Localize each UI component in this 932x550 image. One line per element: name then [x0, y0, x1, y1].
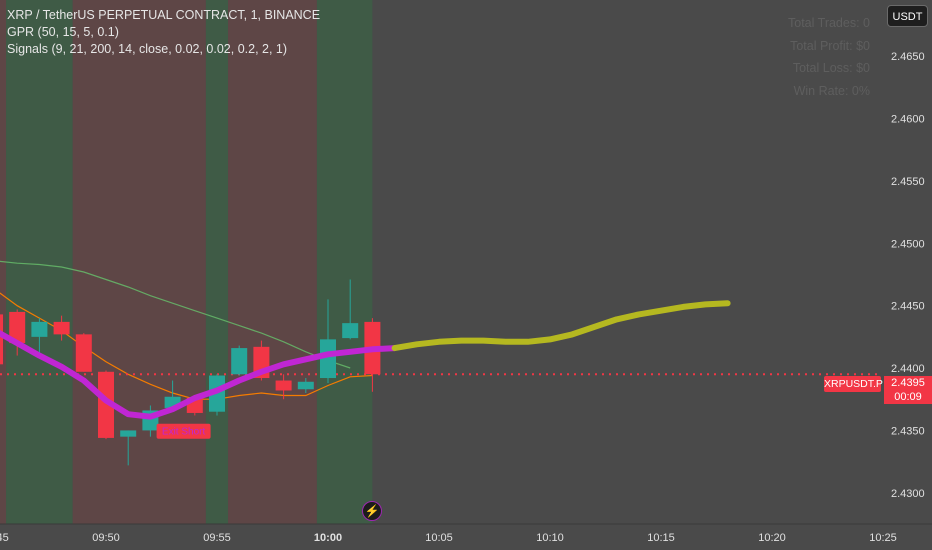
ema-slow-line — [0, 260, 351, 369]
time-tick-label: 10:00 — [314, 532, 342, 544]
zone-green — [6, 0, 73, 524]
trade-stats-panel: Total Trades: 0 Total Profit: $0 Total L… — [788, 12, 870, 102]
total-loss: Total Loss: $0 — [792, 61, 870, 75]
bear-candle[interactable] — [53, 321, 70, 335]
price-tick-label: 2.4450 — [891, 301, 925, 313]
total-trades: Total Trades: 0 — [788, 16, 870, 30]
time-tick-label: 10:10 — [536, 532, 564, 544]
zone-red — [228, 0, 317, 524]
signals-indicator-label[interactable]: Signals (9, 21, 200, 14, close, 0.02, 0.… — [7, 42, 288, 56]
bull-candle[interactable] — [297, 381, 314, 390]
price-tick-label: 2.4300 — [891, 488, 925, 500]
chart-legend: XRP / TetherUS PERPETUAL CONTRACT, 1, BI… — [7, 7, 320, 58]
total-profit: Total Profit: $0 — [790, 38, 870, 53]
time-tick-label: 10:25 — [869, 532, 897, 544]
gpr-fit-line — [0, 329, 398, 420]
price-tick-label: 2.4350 — [891, 425, 925, 437]
time-tick-label: 10:15 — [647, 532, 675, 544]
zone-red — [72, 0, 206, 524]
bull-candle[interactable] — [231, 348, 248, 375]
price-tick-label: 2.4500 — [891, 238, 925, 250]
bear-candle[interactable] — [275, 380, 292, 391]
zone-green — [205, 0, 229, 524]
lightning-icon[interactable]: ⚡ — [362, 501, 382, 521]
bull-candle[interactable] — [320, 339, 336, 379]
time-tick-label: 09:50 — [92, 532, 120, 544]
countdown-tag: 00:09 — [884, 390, 932, 404]
win-rate: Win Rate: 0% — [793, 83, 870, 98]
exit-short-label: Exit Short — [162, 427, 206, 438]
exit-short-marker[interactable] — [156, 423, 211, 439]
time-tick-label: 09:45 — [0, 532, 9, 544]
price-tick-label: 2.4650 — [891, 51, 925, 63]
last-price-tag: 2.4395 — [884, 376, 932, 390]
price-tick-label: 2.4400 — [891, 363, 925, 375]
symbol-title[interactable]: XRP / TetherUS PERPETUAL CONTRACT, 1, BI… — [7, 8, 321, 22]
symbol-price-tag: XRPUSDT.P — [824, 376, 883, 392]
bull-candle[interactable] — [164, 396, 181, 408]
time-tick-label: 09:55 — [203, 532, 231, 544]
time-tick-label: 10:20 — [758, 532, 786, 544]
bear-candle[interactable] — [75, 334, 92, 372]
time-tick-label: 10:05 — [425, 532, 453, 544]
bear-candle[interactable] — [0, 314, 3, 365]
currency-button[interactable]: USDT — [887, 5, 928, 27]
bull-candle[interactable] — [31, 321, 48, 337]
bull-candle[interactable] — [342, 323, 359, 339]
price-tick-label: 2.4600 — [891, 114, 925, 126]
gpr-forecast-line — [391, 300, 731, 352]
bull-candle[interactable] — [120, 430, 137, 437]
gpr-indicator-label[interactable]: GPR (50, 15, 5, 0.1) — [7, 25, 119, 39]
zone-green — [316, 0, 373, 524]
bear-candle[interactable] — [9, 311, 26, 344]
bear-candle[interactable] — [98, 371, 114, 438]
price-tick-label: 2.4550 — [891, 176, 925, 188]
